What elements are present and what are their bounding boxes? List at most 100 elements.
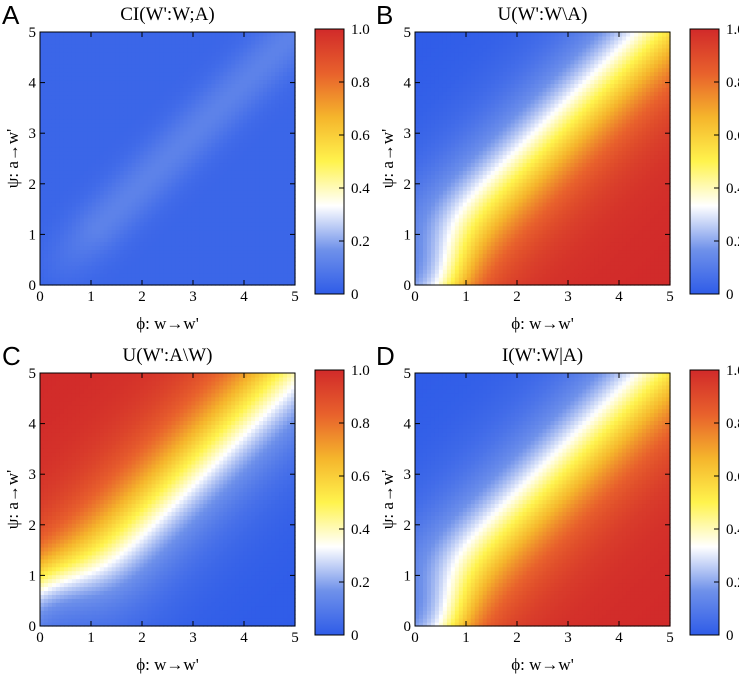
heatmap-cell bbox=[111, 174, 117, 179]
heatmap-cell bbox=[259, 198, 264, 203]
heatmap-cell bbox=[91, 111, 97, 116]
heatmap-cell bbox=[155, 201, 161, 207]
heatmap-cell bbox=[91, 51, 97, 57]
heatmap-cell bbox=[418, 134, 424, 140]
heatmap-cell bbox=[279, 241, 284, 247]
heatmap-cell bbox=[151, 130, 157, 136]
heatmap-cell bbox=[171, 273, 177, 278]
heatmap-cell bbox=[219, 83, 224, 88]
heatmap-cell bbox=[179, 261, 185, 266]
heatmap-cell bbox=[458, 281, 464, 286]
heatmap-cell bbox=[119, 261, 125, 266]
heatmap-cell bbox=[59, 174, 65, 179]
heatmap-cell bbox=[175, 170, 181, 175]
heatmap-cell bbox=[143, 75, 149, 81]
heatmap-cell bbox=[155, 162, 161, 167]
heatmap-cell bbox=[422, 281, 428, 286]
heatmap-cell bbox=[59, 281, 65, 286]
heatmap-cell bbox=[55, 158, 61, 164]
heatmap-cell bbox=[47, 182, 53, 187]
heatmap-cell bbox=[259, 47, 264, 53]
heatmap-cell bbox=[163, 225, 169, 231]
heatmap-cell bbox=[127, 249, 133, 254]
heatmap-cell bbox=[143, 182, 149, 187]
heatmap-cell bbox=[219, 221, 224, 227]
heatmap-cell bbox=[462, 221, 468, 227]
heatmap-cell bbox=[139, 237, 145, 243]
heatmap-cell bbox=[199, 83, 204, 88]
heatmap-cell bbox=[75, 273, 81, 278]
heatmap-cell bbox=[71, 75, 77, 81]
heatmap-cell bbox=[283, 198, 288, 203]
heatmap-cell bbox=[287, 55, 292, 61]
heatmap-cell bbox=[231, 83, 236, 88]
heatmap-cell bbox=[147, 201, 153, 207]
heatmap-cell bbox=[155, 229, 161, 235]
heatmap-cell bbox=[135, 154, 141, 160]
heatmap-cell bbox=[415, 138, 420, 144]
heatmap-cell bbox=[275, 237, 280, 243]
heatmap-cell bbox=[83, 209, 89, 215]
heatmap-cell bbox=[95, 150, 101, 156]
heatmap-cell bbox=[87, 241, 93, 247]
heatmap-cell bbox=[450, 162, 456, 167]
heatmap-cell bbox=[287, 75, 292, 81]
heatmap-cell bbox=[163, 87, 169, 92]
heatmap-cell bbox=[99, 209, 105, 215]
heatmap-cell bbox=[231, 111, 236, 116]
heatmap-cell bbox=[446, 71, 452, 77]
heatmap-cell bbox=[422, 174, 428, 179]
heatmap-cell bbox=[271, 111, 276, 116]
heatmap-cell bbox=[147, 253, 153, 258]
heatmap-cell bbox=[239, 166, 244, 171]
heatmap-cell bbox=[223, 245, 228, 251]
heatmap-cell bbox=[143, 158, 149, 164]
heatmap-cell bbox=[255, 209, 260, 215]
heatmap-cell bbox=[454, 277, 460, 282]
heatmap-cell bbox=[235, 138, 240, 144]
heatmap-cell bbox=[47, 257, 53, 262]
heatmap-cell bbox=[287, 209, 292, 215]
heatmap-cell bbox=[219, 71, 224, 77]
heatmap-cell bbox=[191, 281, 196, 286]
heatmap-cell bbox=[191, 190, 196, 195]
heatmap-cell bbox=[135, 217, 141, 223]
heatmap-cell bbox=[207, 162, 212, 167]
heatmap-cell bbox=[127, 118, 133, 124]
heatmap-cell bbox=[279, 237, 284, 243]
heatmap-cell bbox=[251, 194, 256, 199]
heatmap-cell bbox=[179, 47, 185, 53]
heatmap-cell bbox=[279, 174, 284, 179]
heatmap-cell bbox=[454, 91, 460, 96]
heatmap-cell bbox=[426, 126, 432, 132]
heatmap-cell bbox=[119, 253, 125, 258]
heatmap-cell bbox=[83, 245, 89, 251]
heatmap-cell bbox=[251, 32, 256, 37]
heatmap-cell bbox=[275, 158, 280, 164]
heatmap-cell bbox=[287, 261, 292, 266]
heatmap-cell bbox=[235, 63, 240, 69]
heatmap-cell bbox=[59, 213, 65, 219]
heatmap-cell bbox=[267, 233, 272, 239]
heatmap-cell bbox=[71, 111, 77, 116]
heatmap-cell bbox=[415, 134, 420, 140]
heatmap-cell bbox=[450, 150, 456, 156]
heatmap-cell bbox=[67, 91, 73, 96]
heatmap-cell bbox=[59, 138, 65, 144]
heatmap-cell bbox=[415, 95, 420, 100]
heatmap-cell bbox=[422, 198, 428, 203]
heatmap-cell bbox=[243, 122, 248, 128]
heatmap-cell bbox=[179, 170, 185, 175]
heatmap-cell bbox=[227, 201, 232, 207]
heatmap-cell bbox=[418, 162, 424, 167]
heatmap-cell bbox=[446, 75, 452, 81]
heatmap-cell bbox=[279, 87, 284, 92]
heatmap-cell bbox=[79, 126, 85, 132]
heatmap-cell bbox=[155, 134, 161, 140]
heatmap-cell bbox=[179, 158, 185, 164]
heatmap-cell bbox=[287, 99, 292, 104]
heatmap-cell bbox=[135, 107, 141, 112]
heatmap-cell bbox=[40, 170, 45, 175]
heatmap-cell bbox=[123, 43, 129, 49]
heatmap-cell bbox=[462, 51, 468, 57]
